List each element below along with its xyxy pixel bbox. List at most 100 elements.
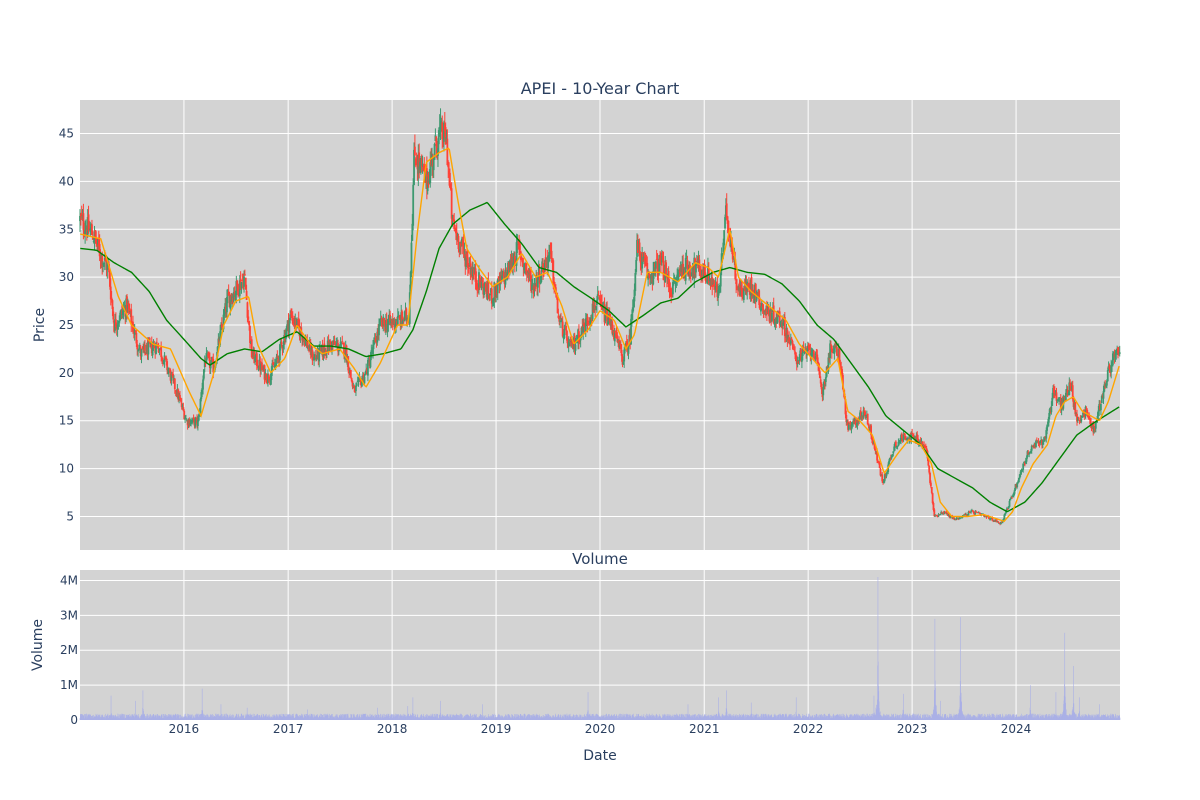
- candle-body: [625, 341, 628, 347]
- volume-panel: 2016 2017 2018 2019 2020 2021 2022 2023 2024 0 1M 2…: [60, 570, 1121, 736]
- candle-body: [84, 230, 87, 235]
- candle-body: [80, 213, 83, 217]
- price-tick-label: 40: [59, 174, 74, 188]
- candle-body: [521, 258, 524, 263]
- candle-body: [364, 372, 367, 375]
- candle-body: [620, 349, 623, 356]
- candle-body: [185, 419, 188, 421]
- candle-body: [537, 277, 539, 288]
- candle-body: [190, 420, 192, 425]
- candle-body: [1018, 478, 1020, 483]
- candle-body: [512, 262, 515, 268]
- candle-body: [918, 445, 920, 447]
- x-tick-label: 2017: [273, 722, 304, 736]
- candle-body: [631, 307, 634, 313]
- candle-body: [633, 289, 636, 302]
- candle-body: [1097, 410, 1100, 417]
- candle-body: [291, 315, 294, 324]
- candle-body: [109, 272, 111, 287]
- candle-body: [707, 268, 710, 283]
- candle-body: [814, 353, 817, 359]
- candle-body: [184, 417, 186, 420]
- candle-body: [589, 321, 591, 324]
- candle-body: [302, 338, 305, 339]
- candle-body: [613, 333, 616, 342]
- candle-body: [257, 368, 260, 370]
- candle-body: [931, 493, 934, 504]
- candle-body: [589, 319, 592, 322]
- candle-body: [674, 283, 677, 284]
- candle-body: [540, 273, 543, 283]
- candle-body: [488, 295, 491, 298]
- volume-tick-label: 4M: [60, 573, 78, 587]
- candle-body: [642, 252, 644, 258]
- candle-body: [144, 344, 146, 351]
- candle-body: [968, 511, 971, 513]
- candle-body: [544, 257, 547, 263]
- candle-body: [649, 278, 652, 280]
- candle-body: [1088, 413, 1090, 420]
- candle-body: [548, 252, 550, 259]
- candle-body: [874, 448, 877, 451]
- candle-body: [420, 158, 423, 167]
- candle-body: [446, 138, 449, 166]
- candle-body: [455, 231, 458, 241]
- candle-body: [273, 364, 276, 368]
- candle-body: [180, 402, 183, 408]
- candle-body: [378, 320, 381, 325]
- candle-body: [183, 411, 186, 420]
- candle-body: [930, 482, 932, 487]
- candle-body: [797, 360, 800, 364]
- candle-body: [808, 348, 811, 350]
- candle-body: [290, 313, 292, 314]
- candle-body: [369, 358, 372, 368]
- volume-tick-label: 0: [70, 713, 78, 727]
- candle-body: [848, 423, 851, 425]
- candle-body: [883, 473, 886, 481]
- candle-body: [582, 324, 585, 333]
- candle-body: [841, 369, 843, 376]
- volume-tick-label: 3M: [60, 608, 78, 622]
- candle-body: [1106, 370, 1109, 382]
- candle-body: [208, 355, 210, 357]
- candle-body: [210, 360, 213, 362]
- candle-body: [706, 280, 708, 284]
- candle-body: [801, 348, 804, 357]
- candle-body: [1051, 397, 1054, 406]
- candle-body: [529, 270, 532, 276]
- candle-body: [742, 288, 745, 300]
- candle-body: [172, 373, 175, 379]
- candle-body: [759, 308, 762, 312]
- candle-body: [616, 335, 619, 343]
- candle-body: [895, 446, 898, 448]
- candle-body: [462, 243, 465, 251]
- candle-body: [448, 171, 450, 175]
- candle-body: [855, 425, 858, 427]
- candle-body: [783, 317, 786, 337]
- candle-body: [268, 378, 271, 380]
- candle-body: [836, 347, 838, 356]
- candle-body: [88, 228, 91, 230]
- candle-body: [227, 291, 230, 296]
- candle-body: [899, 440, 902, 444]
- candle-body: [419, 161, 421, 170]
- candle-body: [437, 130, 440, 145]
- candle-body: [954, 519, 957, 521]
- price-tick-label: 10: [59, 462, 74, 476]
- candle-body: [830, 345, 833, 353]
- candle-body: [442, 142, 444, 144]
- candle-body: [761, 305, 764, 308]
- volume-tick-label: 2M: [60, 643, 78, 657]
- candle-body: [318, 347, 321, 362]
- candle-body: [127, 302, 130, 309]
- candle-body: [158, 348, 161, 351]
- date-axis-title: Date: [583, 748, 616, 764]
- candle-body: [729, 228, 732, 247]
- candle-body: [483, 287, 485, 295]
- candle-body: [597, 295, 600, 297]
- candle-body: [188, 419, 191, 426]
- candle-body: [279, 344, 281, 361]
- candle-body: [793, 348, 796, 350]
- candle-body: [711, 277, 714, 288]
- candle-body: [646, 262, 649, 278]
